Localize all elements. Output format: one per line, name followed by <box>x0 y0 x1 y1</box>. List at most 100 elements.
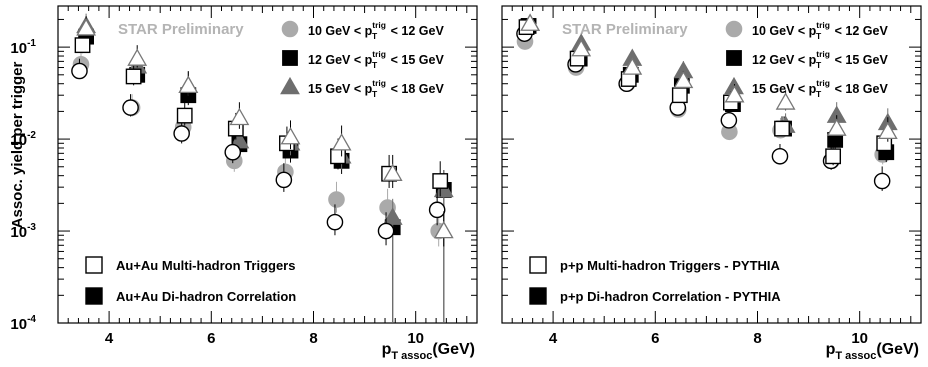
legend-bin-lo: 12 GeV < p <box>752 53 817 67</box>
legend-marker <box>281 20 299 38</box>
data-point <box>125 68 142 85</box>
data-point <box>771 147 789 165</box>
data-point <box>432 173 449 189</box>
data-point <box>720 112 738 129</box>
data-point <box>127 48 148 66</box>
legend-marker <box>282 50 298 66</box>
data-point <box>173 125 190 142</box>
data-point <box>382 207 403 225</box>
legend-bin-label: 12 GeV < ptrig T < 15 GeV <box>752 49 888 70</box>
x-tick-label: 6 <box>651 330 659 347</box>
legend-bin-sup: trig <box>372 20 386 30</box>
x-axis-title-main: p <box>826 341 836 358</box>
x-axis-title-unit: (GeV) <box>432 341 475 358</box>
data-point <box>74 37 91 54</box>
x-axis-title-sub: T assoc <box>391 350 432 362</box>
y-tick-base: 10 <box>10 224 27 241</box>
legend-bin-lo: 10 GeV < p <box>308 24 373 38</box>
plot-frame <box>501 5 922 324</box>
x-tick-label: 6 <box>207 330 215 347</box>
legend-bin-sub: T <box>816 31 822 41</box>
legend-marker <box>726 50 742 66</box>
data-point <box>328 191 345 208</box>
x-axis-title-sub: T assoc <box>835 350 876 362</box>
legend-bin-sup: trig <box>372 49 386 59</box>
legend-bin-sup: trig <box>816 49 830 59</box>
data-point <box>826 118 847 136</box>
data-point <box>622 57 643 75</box>
data-point <box>671 87 688 104</box>
data-point <box>877 121 898 140</box>
data-point <box>330 148 346 165</box>
data-point <box>331 133 352 151</box>
legend-bin-label: 15 GeV < ptrig T < 18 GeV <box>752 78 888 99</box>
legend-type-marker <box>85 256 103 274</box>
data-point <box>224 143 242 161</box>
data-point <box>571 39 592 57</box>
data-point <box>71 62 88 80</box>
y-tick-exp: -1 <box>27 38 36 49</box>
x-tick-label: 10 <box>851 330 868 347</box>
x-tick-label: 4 <box>549 330 558 347</box>
legend-type-marker <box>529 287 547 305</box>
legend-type-label: Au+Au Multi-hadron Triggers <box>116 258 295 273</box>
legend-type-label: Au+Au Di-hadron Correlation <box>116 289 296 304</box>
legend-bin-lo: 12 GeV < p <box>308 53 373 67</box>
legend-type-marker <box>85 287 103 305</box>
y-tick-exp: -4 <box>27 314 36 325</box>
legend-marker <box>725 20 743 38</box>
data-point <box>76 18 97 36</box>
x-axis-title: pT assoc(GeV) <box>382 341 475 362</box>
data-point <box>275 171 293 189</box>
x-tick-label: 8 <box>309 330 317 347</box>
data-point <box>382 163 403 181</box>
legend-bin-hi: < 18 GeV <box>831 82 888 96</box>
legend-bin-hi: < 15 GeV <box>387 53 444 67</box>
legend-bin-label: 10 GeV < ptrig T < 12 GeV <box>752 20 888 41</box>
legend-bin-hi: < 18 GeV <box>387 82 444 96</box>
x-axis-title: pT assoc(GeV) <box>826 341 919 362</box>
data-point <box>280 127 301 145</box>
legend-bin-sup: trig <box>816 78 830 88</box>
legend-type-marker <box>529 256 547 274</box>
data-point <box>428 201 446 219</box>
legend-bin-lo: 15 GeV < p <box>752 82 817 96</box>
watermark: STAR Preliminary <box>118 21 244 38</box>
data-point <box>724 85 745 103</box>
legend-bin-sub: T <box>372 60 378 70</box>
legend-bin-lo: 10 GeV < p <box>752 24 817 38</box>
data-point <box>178 75 199 94</box>
data-point <box>377 222 395 240</box>
y-tick-base: 10 <box>10 40 27 57</box>
x-axis-title-unit: (GeV) <box>876 341 919 358</box>
legend-bin-sub: T <box>372 31 378 41</box>
y-tick-base: 10 <box>10 316 27 333</box>
data-point <box>176 107 193 124</box>
data-point <box>825 148 842 165</box>
legend-bin-hi: < 12 GeV <box>387 24 444 38</box>
y-tick-base: 10 <box>10 132 27 149</box>
x-axis-title-main: p <box>382 341 392 358</box>
data-point <box>774 120 790 137</box>
legend-bin-label: 15 GeV < ptrig T < 18 GeV <box>308 78 444 99</box>
x-tick-label: 4 <box>105 330 114 347</box>
legend-bin-sup: trig <box>816 20 830 30</box>
x-tick-label: 8 <box>753 330 761 347</box>
data-point <box>229 107 250 126</box>
y-tick-exp: -2 <box>27 130 36 141</box>
data-point <box>122 99 139 116</box>
data-point <box>775 92 796 110</box>
y-tick-label: 10-1 <box>10 38 36 57</box>
legend-bin-hi: < 12 GeV <box>831 24 888 38</box>
legend-bin-sub: T <box>816 60 822 70</box>
legend-bin-sup: trig <box>372 78 386 88</box>
y-tick-label: 10-2 <box>10 130 36 149</box>
y-tick-exp: -3 <box>27 222 36 233</box>
legend-bin-sub: T <box>372 89 378 99</box>
y-tick-label: 10-3 <box>10 222 36 241</box>
plot-frame <box>57 5 478 324</box>
legend-marker <box>280 76 300 95</box>
legend-bin-label: 12 GeV < ptrig T < 15 GeV <box>308 49 444 70</box>
